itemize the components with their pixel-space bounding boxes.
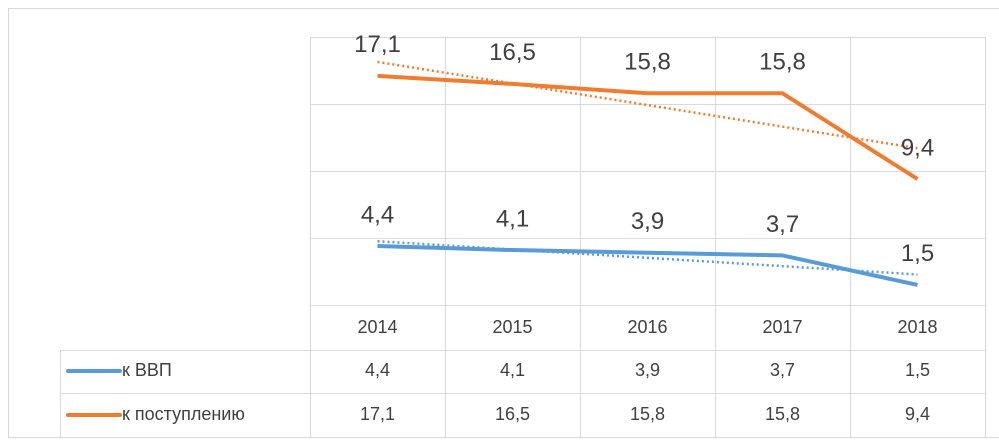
data-label: 4,4 [361,201,394,228]
x-tick-label: 2017 [762,317,802,337]
legend-label: к поступлению [122,404,245,424]
table-cell: 4,4 [365,360,390,380]
table-cell: 16,5 [495,404,530,424]
table-cell: 3,9 [635,360,660,380]
series-line [377,73,919,181]
x-tick-label: 2015 [492,317,532,337]
data-label: 3,9 [631,208,664,235]
data-label: 17,1 [354,31,401,58]
data-label: 16,5 [489,39,536,66]
trendline [377,239,918,276]
trendline [377,60,918,150]
x-tick-label: 2016 [627,317,667,337]
table-cell: 4,1 [500,360,525,380]
data-label: 1,5 [901,240,934,267]
table-cell: 15,8 [765,404,800,424]
table-cell: 3,7 [770,360,795,380]
legend-label: к ВВП [122,360,172,380]
data-label: 4,1 [496,205,529,232]
x-tick-label: 2018 [897,317,937,337]
table-cell: 17,1 [360,404,395,424]
data-label: 15,8 [624,49,671,76]
series-line [377,244,918,287]
table-cell: 15,8 [630,404,665,424]
data-label: 15,8 [759,49,806,76]
data-label: 3,7 [766,211,799,238]
data-label: 9,4 [901,134,934,161]
table-cell: 9,4 [905,404,930,424]
table-cell: 1,5 [905,360,930,380]
x-tick-label: 2014 [357,317,397,337]
chart-border [8,8,999,438]
